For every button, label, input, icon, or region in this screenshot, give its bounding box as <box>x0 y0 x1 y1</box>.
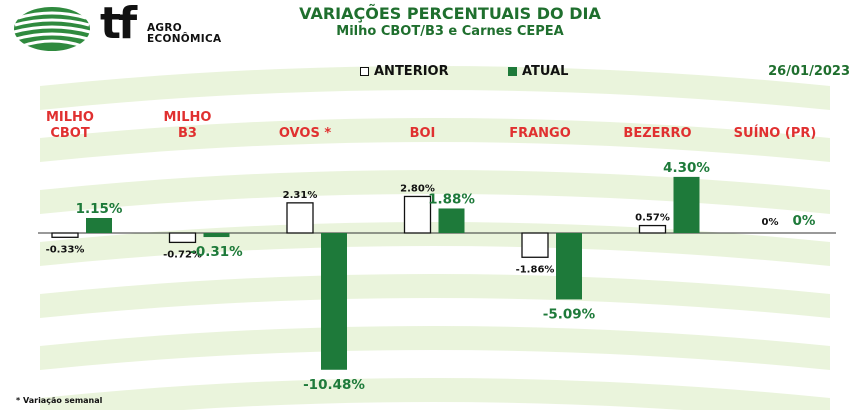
bar-anterior <box>521 232 549 258</box>
bar-anterior <box>638 224 667 234</box>
bar-atual <box>556 233 582 300</box>
category-label: SUÍNO (PR) <box>733 126 817 141</box>
bar-anterior <box>51 232 79 238</box>
background-stripe <box>40 66 830 110</box>
category-label: MILHO CBOT <box>46 110 94 141</box>
background-stripe <box>40 378 830 410</box>
value-label-anterior: 2.31% <box>283 190 318 201</box>
bar-atual <box>203 233 230 238</box>
value-label-atual: 1.15% <box>76 201 123 217</box>
chart-title: VARIAÇÕES PERCENTUAIS DO DIA <box>299 4 601 23</box>
value-label-atual: 4.30% <box>663 160 710 176</box>
bar-atual <box>438 208 465 233</box>
background-stripe <box>40 274 830 318</box>
bar-anterior <box>168 232 197 244</box>
logo: tf AGRO ECONÔMICA <box>12 0 262 54</box>
bars-layer <box>51 176 700 370</box>
value-label-atual: 1.88% <box>428 191 475 207</box>
background-stripe <box>40 326 830 370</box>
bar-atual <box>86 217 112 233</box>
chart-subtitle: Milho CBOT/B3 e Carnes CEPEA <box>336 24 564 39</box>
logo-sub-line2: ECONÔMICA <box>147 33 222 45</box>
category-label: MILHO B3 <box>163 110 212 141</box>
bar-anterior <box>286 202 314 234</box>
legend-label-anterior: ANTERIOR <box>374 64 449 79</box>
value-label-anterior: -1.86% <box>516 264 555 275</box>
background-stripe <box>40 170 830 214</box>
category-label: BOI <box>409 126 436 141</box>
legend-swatch-atual <box>508 67 517 76</box>
logo-sub-line1: AGRO <box>147 22 182 34</box>
category-label: FRANGO <box>509 126 571 141</box>
category-label: OVOS * <box>278 126 332 141</box>
legend-label-atual: ATUAL <box>522 64 569 79</box>
value-label-atual: -0.31% <box>190 244 243 260</box>
background-stripe <box>40 118 830 162</box>
value-labels-layer: -0.33% 1.15% -0.72%-0.31% 2.31% -10.48% 2.80%… <box>46 160 816 393</box>
logo-tf: tf <box>100 0 137 49</box>
background-stripe <box>40 222 830 266</box>
bar-atual <box>321 233 347 370</box>
legend-swatch-anterior <box>360 67 369 76</box>
value-label-anterior: 2.80% <box>400 183 435 194</box>
value-label-atual: 0% <box>793 213 816 229</box>
bar-atual <box>673 176 700 233</box>
footnote: * Variação semanal <box>16 396 103 405</box>
background-stripes <box>40 66 830 410</box>
value-label-anterior: -0.33% <box>46 244 85 255</box>
value-label-anterior: -0.72% <box>163 249 202 260</box>
globe-logo-icon <box>13 7 91 51</box>
value-label-atual: -10.48% <box>303 377 365 393</box>
value-label-anterior: 0% <box>762 217 779 228</box>
value-label-atual: -5.09% <box>543 306 596 322</box>
logo-subtitle: AGRO ECONÔMICA <box>147 23 221 45</box>
date-label: 26/01/2023 <box>768 64 850 79</box>
category-label: BEZERRO <box>623 126 692 141</box>
bar-anterior <box>403 195 432 234</box>
value-label-anterior: 0.57% <box>635 213 670 224</box>
